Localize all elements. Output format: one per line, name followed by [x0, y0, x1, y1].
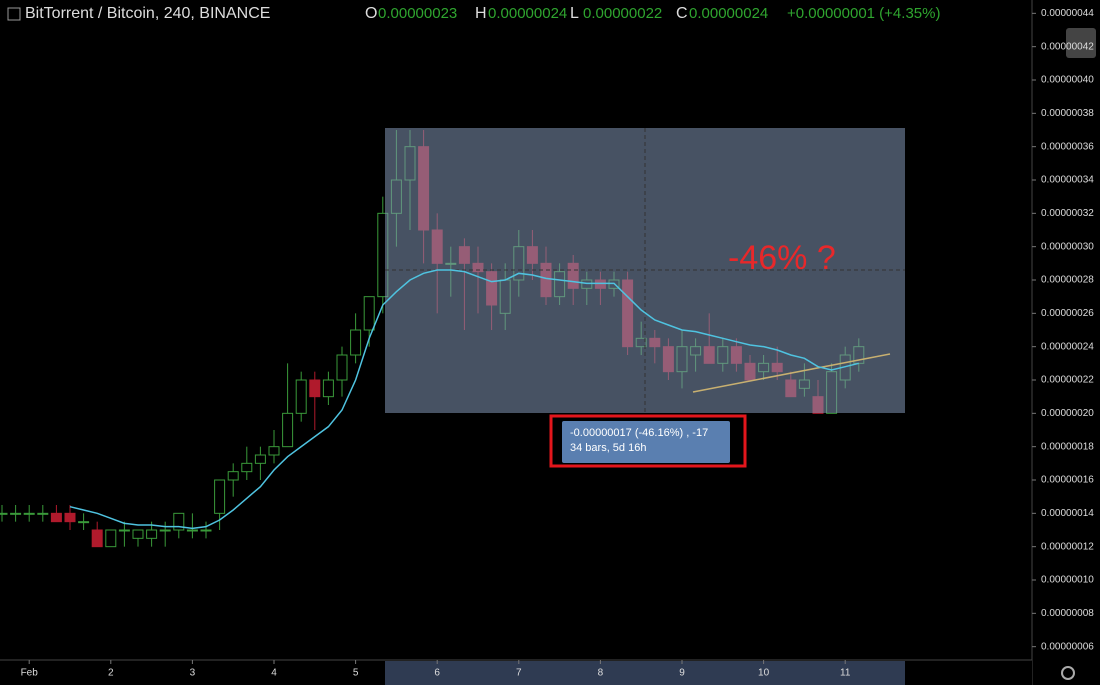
collapse-icon[interactable] [7, 7, 21, 21]
x-tick-label: 4 [271, 668, 277, 679]
y-tick-label: 0.00000034 [1041, 175, 1094, 186]
candle-body [132, 529, 144, 539]
candle-body [146, 529, 158, 539]
y-tick-label: 0.00000028 [1041, 275, 1094, 286]
ohlc-label: L [570, 5, 579, 22]
candle-body [0, 512, 8, 515]
y-tick-label: 0.00000040 [1041, 75, 1094, 86]
x-tick-label: 2 [108, 668, 114, 679]
candle-body [23, 512, 35, 515]
candle-body [336, 354, 348, 381]
x-tick-label: 3 [190, 668, 196, 679]
ohlc-header: O 0.00000023 H 0.00000024 L 0.00000022 C 0.0000… [365, 5, 768, 22]
price-axis [1032, 0, 1100, 685]
candle-body [91, 529, 103, 548]
y-tick-label: 0.00000024 [1041, 341, 1094, 352]
ohlc-value: 0.00000024 [689, 5, 768, 22]
projection-label: -46% ? [728, 239, 836, 277]
candle-body [173, 512, 185, 531]
candle-body [350, 329, 362, 356]
measure-text: -0.00000017 (-46.16%) , -17 [570, 427, 708, 439]
y-tick-label: 0.00000018 [1041, 441, 1094, 452]
x-tick-label: 6 [434, 668, 440, 679]
y-tick-label: 0.00000030 [1041, 241, 1094, 252]
measure-text: 34 bars, 5d 16h [570, 442, 646, 454]
candle-body [227, 471, 239, 481]
y-tick-label: 0.00000042 [1041, 41, 1094, 52]
y-tick-label: 0.00000032 [1041, 208, 1094, 219]
y-tick-label: 0.00000020 [1041, 408, 1094, 419]
x-tick-label: 10 [758, 668, 770, 679]
measure-tooltip [562, 421, 730, 463]
candle-body [10, 512, 22, 515]
trend-line [692, 353, 891, 393]
candle-body [105, 529, 117, 548]
candle-body [282, 412, 294, 448]
y-tick-label: 0.00000006 [1041, 641, 1094, 652]
x-tick-label: 7 [516, 668, 522, 679]
ohlc-value: 0.00000022 [583, 5, 662, 22]
candle-body [78, 521, 90, 524]
candle-body [241, 462, 253, 473]
candle-body [214, 479, 226, 514]
candle-body [50, 512, 62, 523]
y-tick-label: 0.00000008 [1041, 608, 1094, 619]
candle-body [186, 529, 198, 532]
candle-body [159, 529, 171, 532]
x-tick-label: 11 [840, 668, 851, 679]
candle-body [37, 512, 49, 515]
ohlc-label: C [676, 5, 688, 22]
moving-average [69, 269, 859, 530]
candle-body [322, 379, 334, 398]
y-tick-label: 0.00000026 [1041, 308, 1094, 319]
candle-body [363, 296, 375, 331]
time-range-highlight [385, 661, 905, 685]
y-tick-label: 0.00000014 [1041, 508, 1094, 519]
x-tick-label: 9 [679, 668, 685, 679]
ohlc-label: O [365, 5, 377, 22]
candle-body [118, 529, 130, 532]
candle-body [295, 379, 307, 414]
x-tick-label: 5 [353, 668, 359, 679]
candle-body [309, 379, 321, 398]
candle-body [254, 454, 266, 464]
candle-body [200, 529, 212, 532]
y-tick-label: 0.00000038 [1041, 108, 1094, 119]
ohlc-label: H [475, 5, 487, 22]
candle-body [64, 512, 76, 523]
change: +0.00000001 (+4.35%) [787, 5, 940, 22]
ohlc-value: 0.00000024 [488, 5, 567, 22]
y-tick-label: 0.00000022 [1041, 375, 1094, 386]
symbol-title[interactable]: BitTorrent / Bitcoin, 240, BINANCE [25, 5, 270, 22]
axis-widget[interactable] [1066, 28, 1096, 58]
x-tick-label: Feb [21, 668, 39, 679]
x-tick-label: 8 [598, 668, 604, 679]
highlight-box [549, 414, 747, 468]
y-tick-label: 0.00000036 [1041, 141, 1094, 152]
candle-body [268, 446, 280, 456]
y-tick-label: 0.00000016 [1041, 475, 1094, 486]
y-tick-label: 0.00000012 [1041, 541, 1094, 552]
settings-icon[interactable] [1061, 666, 1075, 680]
y-tick-label: 0.00000044 [1041, 8, 1094, 19]
ohlc-value: 0.00000023 [378, 5, 457, 22]
ma-layer [69, 269, 859, 530]
y-tick-label: 0.00000010 [1041, 575, 1094, 586]
